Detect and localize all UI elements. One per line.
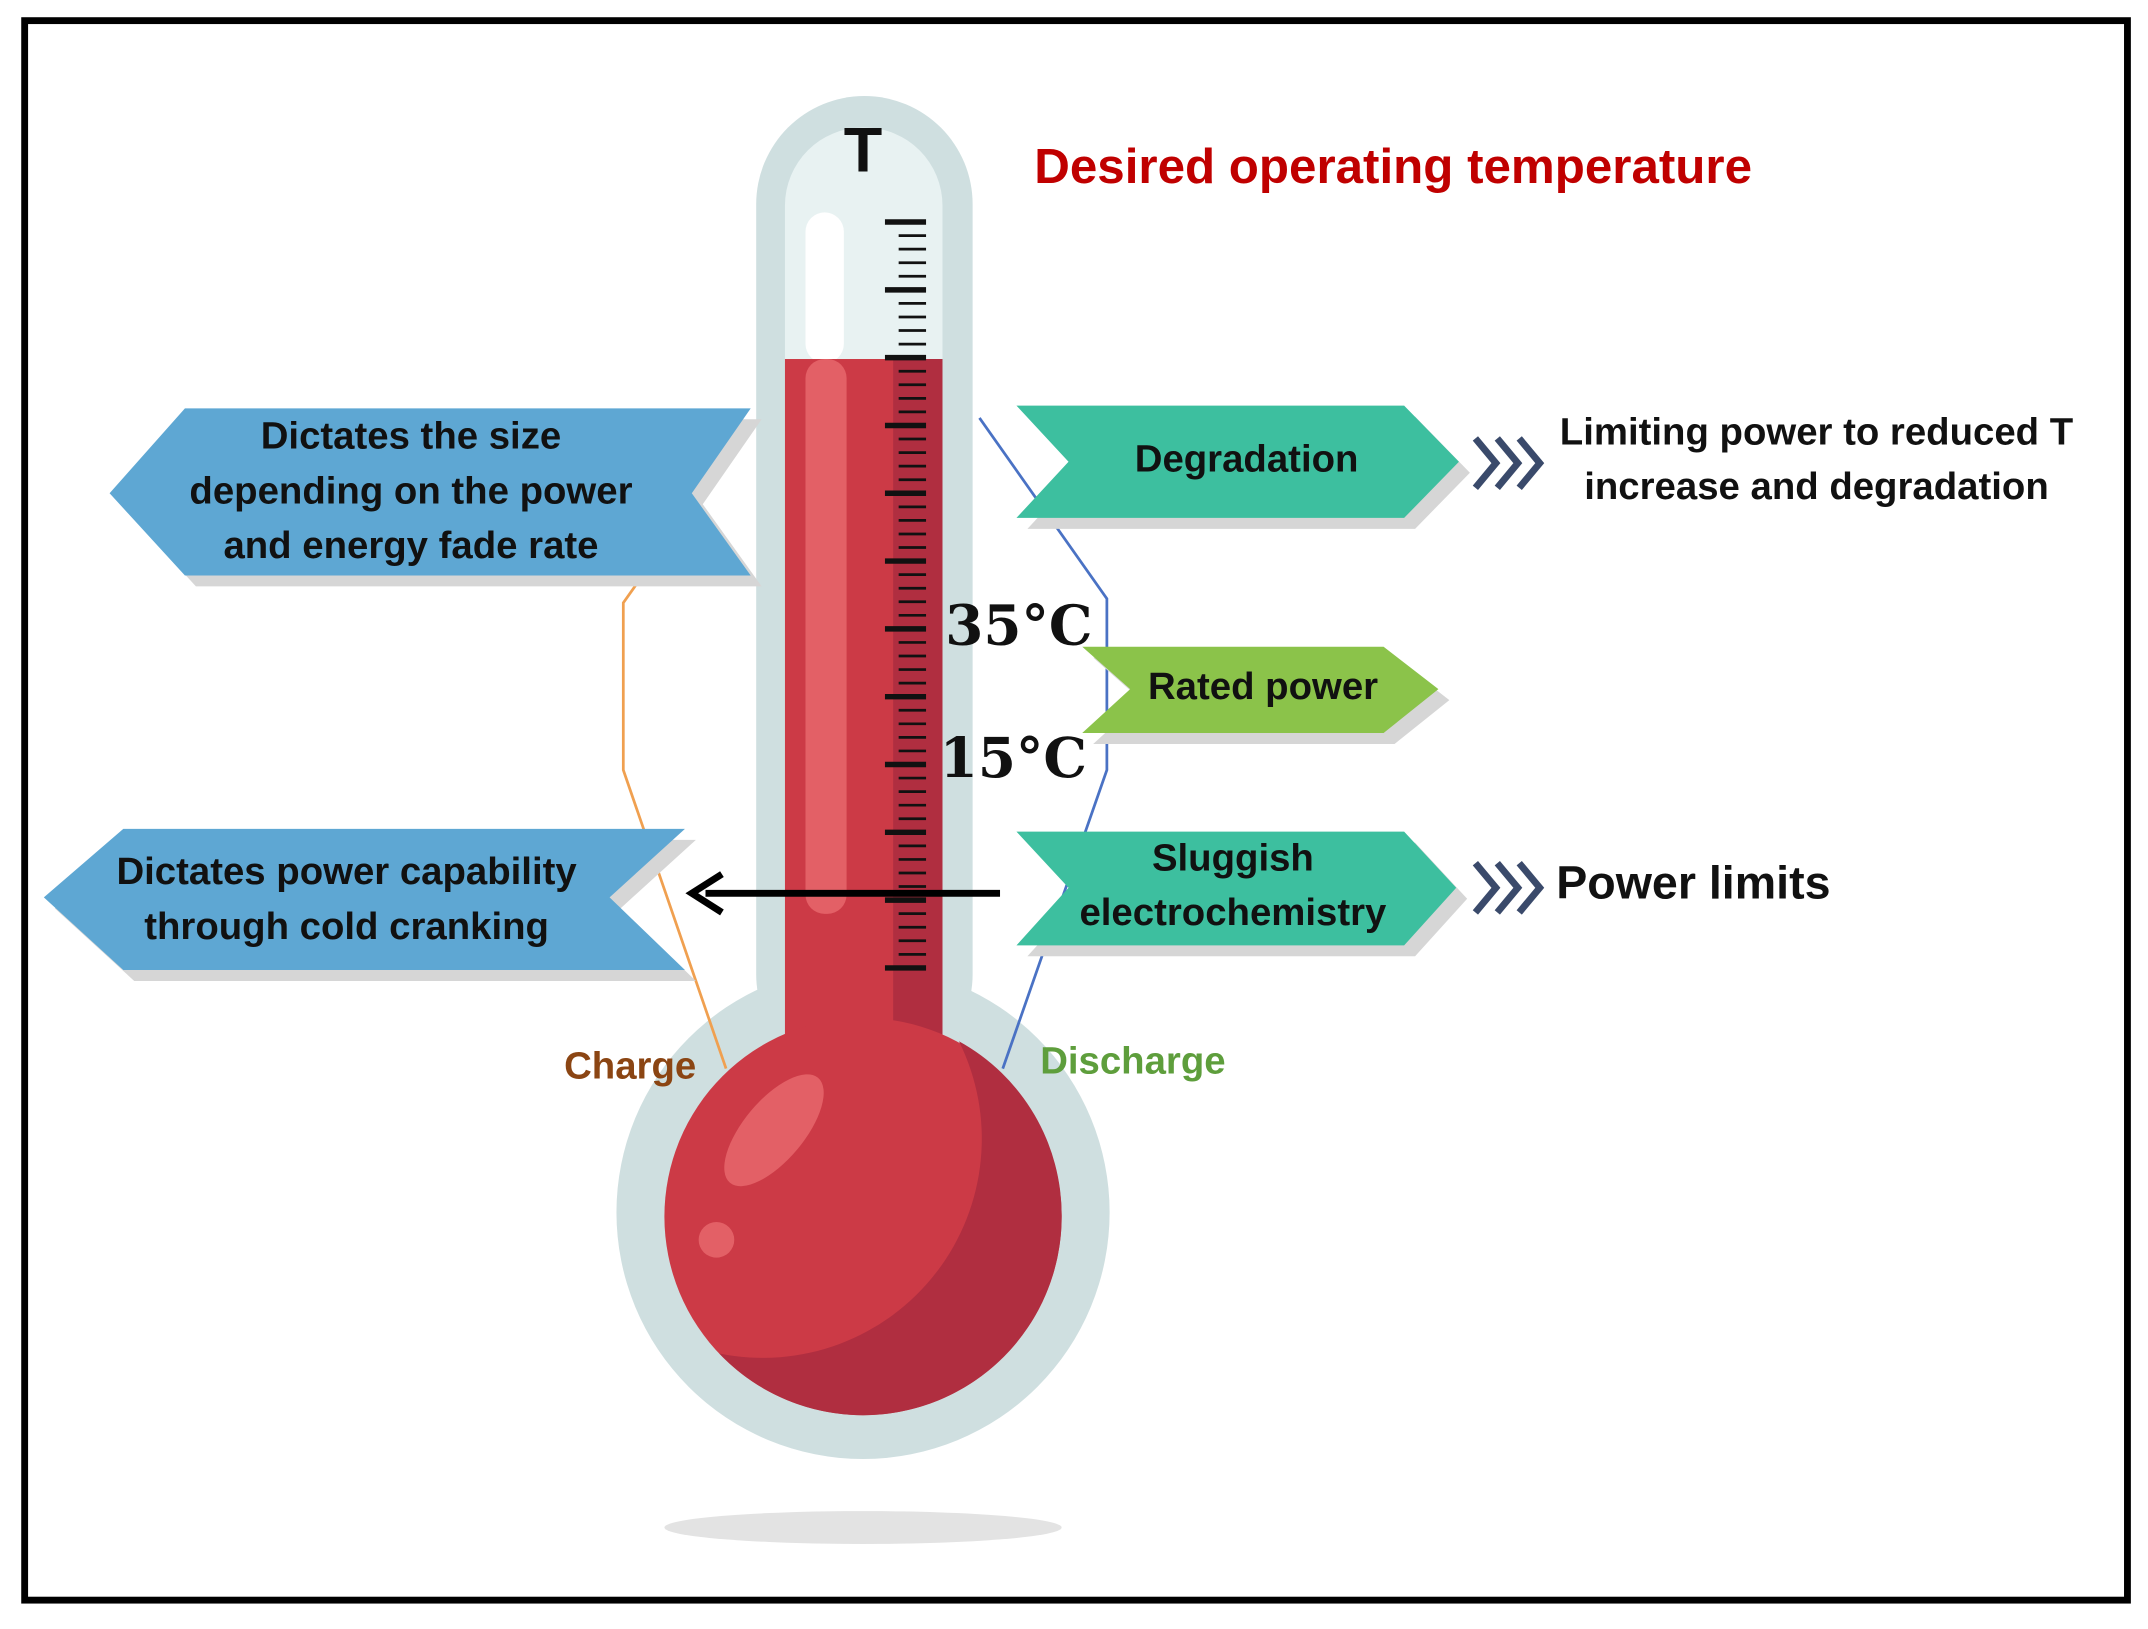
label: Limiting power to reduced T increase and … — [1560, 410, 2074, 508]
label-line: Limiting power to reduced T — [1560, 410, 2074, 453]
discharge-label: Discharge — [1040, 1039, 1225, 1082]
label-line: Dictates power capability — [116, 850, 577, 893]
label-line: Sluggish — [1152, 837, 1314, 880]
thermometer-label: T — [844, 116, 882, 186]
title: Desired operating temperature — [1034, 139, 1752, 194]
chevrons — [1472, 436, 1545, 915]
label-line: and energy fade rate — [223, 524, 598, 567]
frame — [21, 17, 2131, 1604]
label-line: electrochemistry — [1079, 891, 1387, 934]
left-box — [43, 828, 685, 970]
temp-mark: 15°C — [940, 726, 1087, 790]
ticks — [884, 219, 927, 971]
label-line: Degradation — [1135, 438, 1359, 481]
label-line: Power limits — [1556, 857, 1830, 909]
label: Rated power — [1148, 665, 1378, 708]
temp-mark: 35°C — [945, 593, 1092, 657]
left-box — [109, 408, 751, 576]
label-line: Dictates the size — [261, 415, 561, 458]
label: Dictates power capability through cold cr… — [116, 850, 577, 948]
label: Dictates the size depending on the power a… — [189, 415, 632, 568]
label: Degradation — [1135, 438, 1359, 481]
right-box — [1016, 405, 1459, 518]
label: Sluggish electrochemistry — [1079, 837, 1387, 935]
shadow — [664, 1511, 1062, 1544]
charge-label: Charge — [564, 1045, 696, 1088]
labels: Dictates the size depending on the power a… — [116, 410, 2073, 948]
label-line: increase and degradation — [1584, 465, 2049, 508]
right-box — [1016, 831, 1457, 946]
label-line: depending on the power — [189, 469, 632, 512]
label: Power limits — [1556, 857, 1830, 909]
arrow-head — [685, 871, 724, 916]
right-box — [1082, 646, 1439, 733]
thermometer — [616, 95, 1110, 1460]
label-line: through cold cranking — [144, 905, 549, 948]
label-line: Rated power — [1148, 665, 1378, 708]
